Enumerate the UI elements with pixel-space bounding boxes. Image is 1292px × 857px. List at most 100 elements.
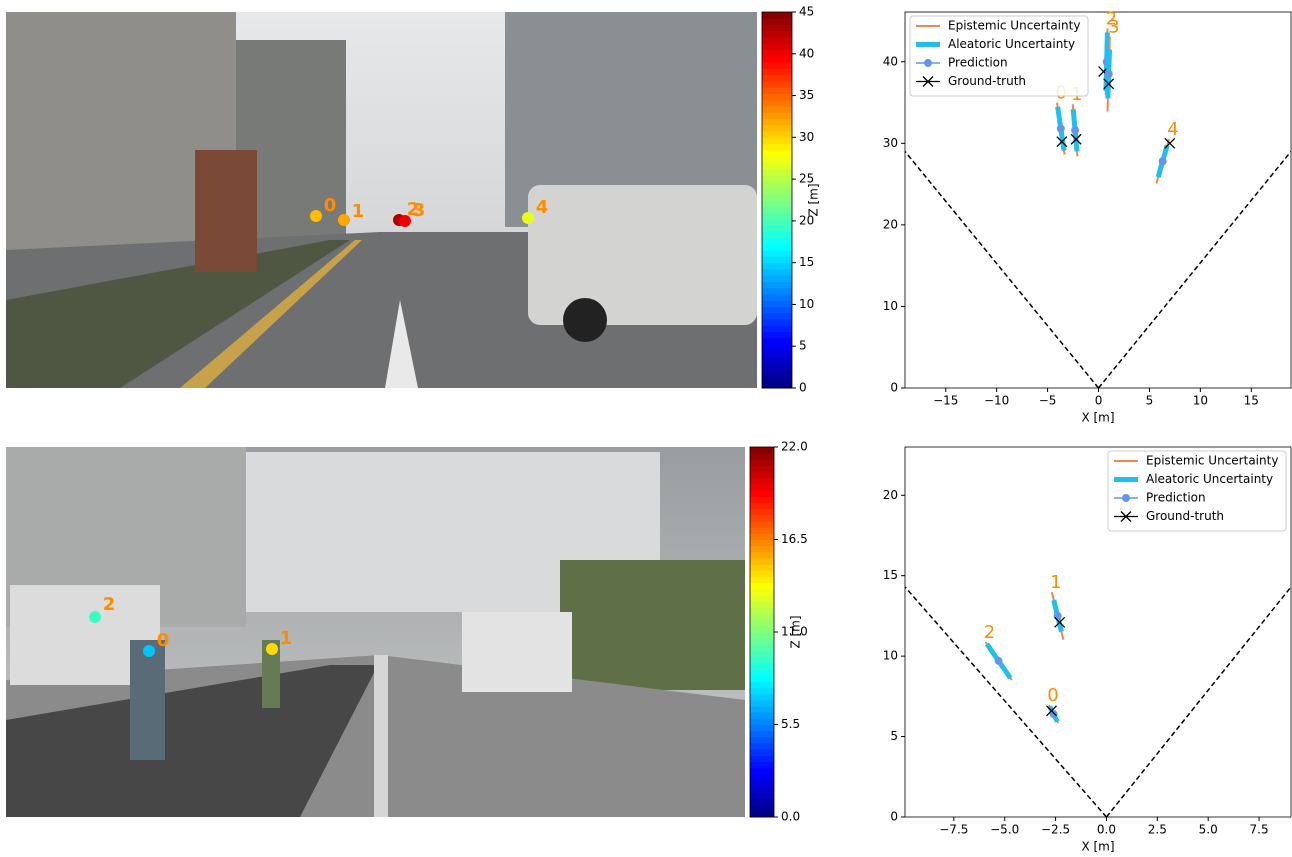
colorbar-segment: [750, 669, 774, 676]
colorbar-segment: [750, 730, 774, 738]
colorbar-segment: [750, 595, 774, 602]
legend-label: Prediction: [948, 56, 1008, 70]
object-label: 3: [1108, 16, 1119, 37]
colorbar-segment: [750, 514, 774, 522]
colorbar-segment: [762, 325, 792, 333]
colorbar-tick-label: 30: [799, 130, 814, 144]
colorbar-segment: [750, 638, 774, 645]
ground-truth: [1056, 136, 1068, 148]
y-tick-label: 0: [890, 810, 898, 824]
fov-line: [904, 150, 1100, 389]
photo-top: [6, 12, 757, 388]
colorbar-segment: [762, 256, 792, 264]
y-tick-label: 30: [883, 136, 898, 150]
colorbar-segment: [762, 68, 792, 76]
colorbar-segment: [762, 37, 792, 44]
colorbar-segment: [762, 55, 792, 63]
colorbar-segment: [750, 706, 774, 713]
image-point: [143, 645, 155, 657]
colorbar-segment: [750, 551, 774, 559]
colorbar-segment: [762, 137, 792, 145]
colorbar-segment: [762, 337, 792, 345]
colorbar-tick-label: 35: [799, 88, 814, 102]
y-tick-label: 0: [890, 381, 898, 395]
colorbar-segment: [762, 106, 792, 113]
colorbar-segment: [750, 650, 774, 658]
colorbar-segment: [762, 362, 792, 370]
colorbar-segment: [750, 533, 774, 540]
x-tick-label: 15: [1244, 394, 1259, 408]
colorbar-segment: [750, 810, 774, 818]
colorbar-tick-label: 25: [799, 172, 814, 186]
legend-label: Ground-truth: [1146, 509, 1224, 523]
y-tick-label: 20: [883, 217, 898, 231]
colorbar-tick-label: 5.5: [781, 717, 800, 731]
colorbar-tick-label: 22.0: [781, 440, 808, 454]
x-tick-label: −5: [1039, 394, 1057, 408]
colorbar-segment: [762, 174, 792, 182]
colorbar-segment: [750, 539, 774, 547]
colorbar-label: Z [m]: [807, 183, 821, 216]
legend-marker: [922, 76, 934, 87]
colorbar-segment: [762, 243, 792, 251]
colorbar-segment: [762, 93, 792, 101]
colorbar-segment: [762, 200, 792, 207]
x-tick-label: −15: [933, 394, 958, 408]
prediction: [1056, 124, 1065, 133]
colorbar-tick-label: 10: [799, 297, 814, 311]
colorbar-segment: [762, 156, 792, 163]
object-label: 2: [984, 622, 995, 643]
ground-truth: [1046, 705, 1057, 717]
colorbar-segment: [762, 331, 792, 339]
colorbar-segment: [762, 369, 792, 376]
image-point: [399, 215, 411, 227]
colorbar-tick-label: 11.0: [781, 625, 808, 639]
colorbar-segment: [750, 798, 774, 806]
colorbar-segment: [750, 496, 774, 503]
colorbar-segment: [762, 206, 792, 214]
colorbar-segment: [762, 281, 792, 289]
legend-marker: [924, 59, 932, 67]
colorbar-segment: [750, 804, 774, 812]
colorbar-segment: [750, 687, 774, 695]
colorbar-segment: [762, 300, 792, 308]
x-tick-label: −7.5: [939, 823, 968, 837]
image-point: [89, 611, 101, 623]
prediction: [1158, 157, 1167, 166]
colorbar-segment: [750, 675, 774, 682]
colorbar-segment: [750, 521, 774, 528]
colorbar-segment: [750, 607, 774, 614]
colorbar-segment: [762, 187, 792, 195]
colorbar-tick-label: 15: [799, 255, 814, 269]
prediction: [994, 656, 1003, 665]
colorbar-segment: [762, 294, 792, 301]
colorbar-segment: [750, 502, 774, 510]
colorbar-tick-label: 40: [799, 46, 814, 60]
fov-line: [904, 586, 1108, 818]
legend-label: Ground-truth: [948, 74, 1026, 88]
colorbar-segment: [762, 237, 792, 245]
colorbar-segment: [762, 350, 792, 358]
image-point-label: 4: [536, 197, 549, 218]
x-tick-label: −10: [984, 394, 1009, 408]
colorbar-segment: [750, 767, 774, 775]
colorbar-segment: [750, 465, 774, 473]
prediction: [1049, 710, 1058, 719]
colorbar-segment: [762, 212, 792, 220]
legend-box: [1107, 450, 1287, 532]
colorbar-segment: [762, 87, 792, 94]
object-label: 2: [1106, 8, 1117, 29]
colorbar-segment: [762, 30, 792, 38]
colorbar-segment: [750, 644, 774, 651]
colorbar-segment: [750, 447, 774, 454]
legend-label: Epistemic Uncertainty: [948, 19, 1080, 33]
colorbar-segment: [750, 743, 774, 750]
colorbar-segment: [750, 558, 774, 565]
colorbar-segment: [750, 582, 774, 590]
fov-line: [1097, 150, 1292, 389]
colorbar-segment: [762, 275, 792, 282]
colorbar-segment: [762, 262, 792, 270]
x-axis-label: X [m]: [1081, 411, 1114, 425]
colorbar-segment: [750, 773, 774, 781]
prediction: [1053, 611, 1062, 620]
